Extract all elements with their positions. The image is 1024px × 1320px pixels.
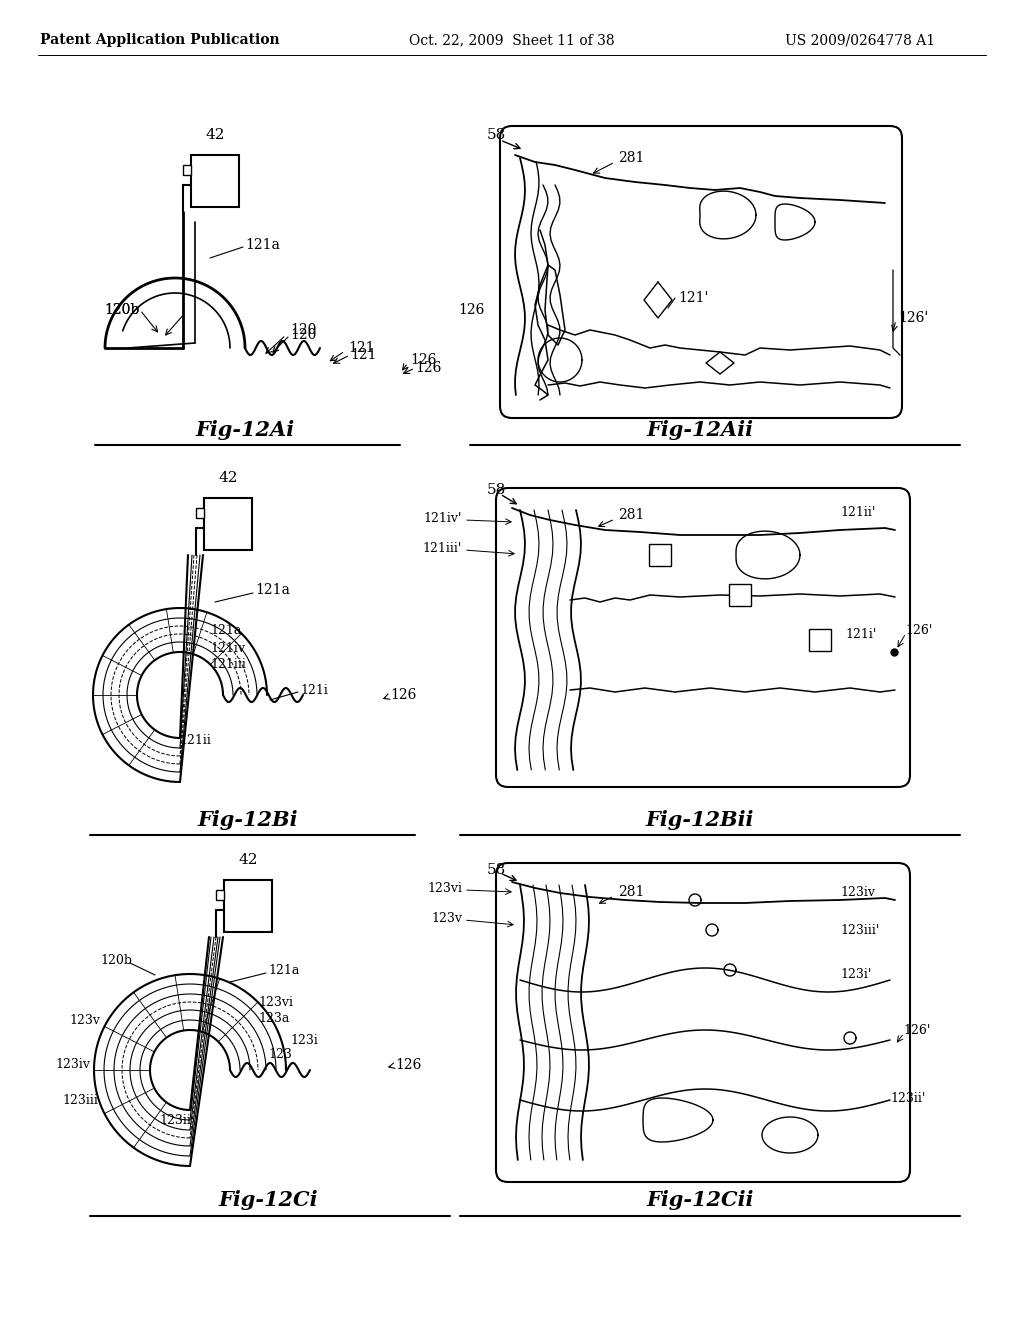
Text: 121a: 121a (255, 583, 290, 597)
Text: 120b: 120b (100, 953, 132, 966)
Text: 121iii': 121iii' (423, 541, 462, 554)
Text: 123iii: 123iii (62, 1093, 98, 1106)
Text: 120: 120 (290, 327, 316, 342)
Text: 123iv: 123iv (55, 1059, 90, 1072)
Text: 126': 126' (905, 623, 933, 636)
Text: 126': 126' (903, 1023, 931, 1036)
Text: 126': 126' (898, 312, 928, 325)
Text: 123i': 123i' (840, 969, 871, 982)
Text: 58: 58 (487, 483, 506, 498)
Text: 281: 281 (618, 508, 644, 521)
Text: 126: 126 (458, 304, 484, 317)
Bar (224, 880, 272, 932)
Text: Fig-12Ai: Fig-12Ai (196, 420, 295, 440)
Text: 123iii': 123iii' (840, 924, 880, 936)
Text: 58: 58 (487, 128, 506, 143)
Text: Patent Application Publication: Patent Application Publication (40, 33, 280, 48)
Text: 121: 121 (348, 341, 375, 355)
Text: 123: 123 (268, 1048, 292, 1061)
Text: 121': 121' (678, 290, 709, 305)
Text: 123a: 123a (258, 1011, 290, 1024)
Text: Fig-12Ci: Fig-12Ci (218, 1191, 317, 1210)
Text: 121a: 121a (268, 964, 299, 977)
Text: 126: 126 (390, 688, 417, 702)
Text: 120b: 120b (104, 304, 140, 317)
Text: Fig-12Cii: Fig-12Cii (646, 1191, 754, 1210)
Text: 121a: 121a (210, 623, 242, 636)
Text: 126: 126 (410, 352, 436, 367)
Text: 121: 121 (350, 348, 377, 362)
Bar (729, 583, 751, 606)
Text: 123v: 123v (69, 1014, 100, 1027)
Text: 42: 42 (239, 853, 258, 867)
Bar (183, 165, 191, 176)
Text: 123v: 123v (431, 912, 462, 924)
Text: Fig-12Bi: Fig-12Bi (198, 810, 298, 830)
Text: 126: 126 (395, 1059, 421, 1072)
FancyBboxPatch shape (496, 863, 910, 1181)
Bar (191, 154, 239, 207)
Text: US 2009/0264778 A1: US 2009/0264778 A1 (785, 33, 935, 48)
Text: 281: 281 (618, 884, 644, 899)
Text: 58: 58 (487, 863, 506, 876)
Text: Oct. 22, 2009  Sheet 11 of 38: Oct. 22, 2009 Sheet 11 of 38 (410, 33, 614, 48)
Text: 123ii': 123ii' (890, 1092, 926, 1105)
Text: 120b: 120b (104, 304, 140, 317)
Text: 123vi: 123vi (258, 995, 293, 1008)
Text: 42: 42 (205, 128, 224, 143)
Text: 42: 42 (218, 471, 238, 484)
Text: 121iv': 121iv' (424, 511, 462, 524)
Text: 123vi: 123vi (427, 882, 462, 895)
Text: 281: 281 (618, 150, 644, 165)
FancyBboxPatch shape (500, 125, 902, 418)
Text: 120: 120 (290, 323, 316, 337)
Text: 121iv: 121iv (210, 642, 245, 655)
Bar (196, 508, 204, 517)
Text: 123iv: 123iv (840, 886, 874, 899)
Bar (809, 630, 831, 651)
Text: 123i: 123i (290, 1034, 317, 1047)
Text: 121ii: 121ii (179, 734, 211, 747)
Text: 121ii': 121ii' (840, 506, 876, 519)
Text: Fig-12Bii: Fig-12Bii (646, 810, 755, 830)
Bar (216, 890, 224, 900)
Text: 121i: 121i (300, 684, 328, 697)
Text: 121iii: 121iii (210, 657, 246, 671)
Text: Fig-12Aii: Fig-12Aii (646, 420, 754, 440)
Bar (204, 498, 252, 550)
Text: 123ii: 123ii (159, 1114, 190, 1126)
FancyBboxPatch shape (496, 488, 910, 787)
Text: 121a: 121a (245, 238, 280, 252)
Bar (649, 544, 671, 566)
Text: 126: 126 (415, 360, 441, 375)
Text: 121i': 121i' (845, 628, 877, 642)
